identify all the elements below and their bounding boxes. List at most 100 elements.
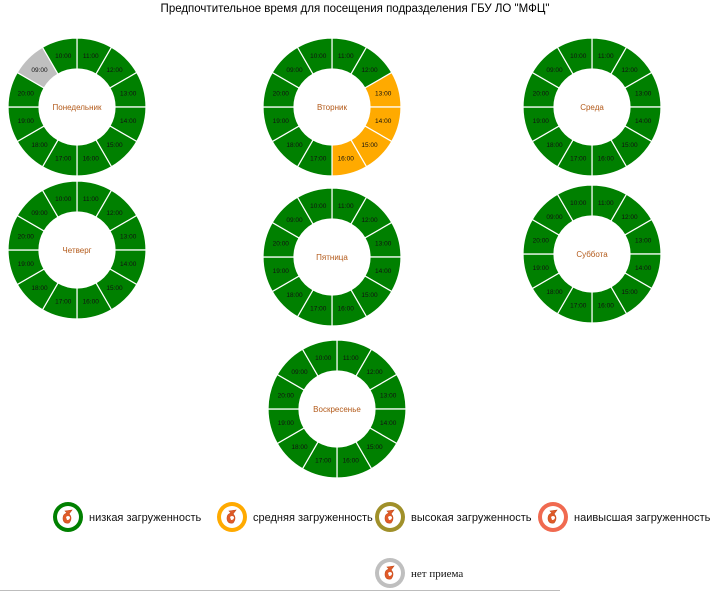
- hour-label: 16:00: [83, 298, 100, 305]
- logo-icon-detail: [551, 516, 555, 520]
- hour-label: 09:00: [31, 67, 48, 74]
- hour-label: 13:00: [120, 234, 137, 241]
- hour-label: 18:00: [31, 285, 48, 292]
- logo-icon-detail: [388, 572, 392, 576]
- hour-label: 19:00: [533, 118, 550, 125]
- hour-label: 09:00: [546, 214, 563, 221]
- hour-label: 14:00: [380, 420, 397, 427]
- hour-label: 11:00: [343, 355, 359, 362]
- hour-label: 20:00: [533, 238, 550, 245]
- hour-label: 12:00: [361, 67, 378, 74]
- day-name-label: Воскресенье: [313, 405, 361, 414]
- hour-segment-5-1000: [296, 187, 333, 225]
- day-donut-5: 11:00 12:00 13:00 14:00 15:00 16:00 17:00 18:00…: [262, 187, 402, 327]
- legend-item-highest: наивысшая загруженность: [538, 502, 710, 532]
- hour-label: 10:00: [310, 53, 327, 60]
- hour-label: 15:00: [361, 142, 378, 149]
- hour-label: 20:00: [278, 393, 295, 400]
- legend-item-medium: средняя загруженность: [217, 502, 373, 532]
- hour-label: 16:00: [343, 457, 360, 464]
- hour-label: 18:00: [286, 292, 303, 299]
- hour-label: 17:00: [570, 155, 587, 162]
- hour-label: 10:00: [570, 53, 587, 60]
- hour-label: 18:00: [546, 289, 563, 296]
- hour-label: 18:00: [546, 142, 563, 149]
- hour-label: 13:00: [375, 241, 392, 248]
- hour-label: 13:00: [380, 393, 397, 400]
- hour-label: 11:00: [83, 196, 99, 203]
- hour-label: 11:00: [598, 53, 614, 60]
- hour-label: 19:00: [273, 268, 290, 275]
- hour-label: 12:00: [621, 214, 638, 221]
- hour-label: 17:00: [310, 305, 327, 312]
- hour-label: 13:00: [120, 91, 137, 98]
- hour-segment-6-1000: [556, 184, 593, 222]
- hour-label: 13:00: [635, 238, 652, 245]
- hour-label: 17:00: [55, 155, 72, 162]
- day-donut-7: 11:00 12:00 13:00 14:00 15:00 16:00 17:00 18:00…: [267, 339, 407, 479]
- legend-item-high: высокая загруженность: [375, 502, 532, 532]
- day-name-label: Понедельник: [53, 103, 102, 112]
- hour-label: 09:00: [31, 210, 48, 217]
- hour-label: 16:00: [598, 155, 615, 162]
- hour-label: 16:00: [338, 305, 355, 312]
- day-donut-1: 11:00 12:00 13:00 14:00 15:00 16:00 17:00 18:00…: [7, 37, 147, 177]
- hour-label: 15:00: [621, 142, 638, 149]
- hour-label: 17:00: [315, 457, 332, 464]
- legend-item-low: низкая загруженность: [53, 502, 202, 532]
- hour-label: 14:00: [375, 268, 392, 275]
- hour-label: 09:00: [546, 67, 563, 74]
- hour-label: 15:00: [106, 285, 123, 292]
- hour-label: 09:00: [286, 217, 303, 224]
- hour-segment-1-1000: [41, 37, 78, 75]
- day-name-label: Пятница: [316, 253, 348, 262]
- hour-label: 19:00: [533, 265, 550, 272]
- chart-title: Предпочтительное время для посещения под…: [160, 3, 550, 15]
- hour-label: 12:00: [366, 369, 383, 376]
- hour-label: 18:00: [286, 142, 303, 149]
- hour-label: 16:00: [598, 302, 615, 309]
- hour-label: 10:00: [315, 355, 332, 362]
- legend-label: низкая загруженность: [89, 512, 202, 524]
- hour-label: 09:00: [286, 67, 303, 74]
- hour-label: 20:00: [273, 91, 290, 98]
- hour-label: 12:00: [361, 217, 378, 224]
- hour-label: 11:00: [338, 203, 354, 210]
- bottom-divider: [0, 590, 560, 591]
- hour-label: 11:00: [338, 53, 354, 60]
- hour-label: 19:00: [278, 420, 295, 427]
- hour-label: 10:00: [310, 203, 327, 210]
- hour-label: 19:00: [273, 118, 290, 125]
- hour-label: 20:00: [533, 91, 550, 98]
- hour-label: 14:00: [120, 118, 137, 125]
- hour-segment-7-1000: [301, 339, 338, 377]
- hour-label: 16:00: [338, 155, 355, 162]
- day-donut-3: 11:00 12:00 13:00 14:00 15:00 16:00 17:00 18:00…: [522, 37, 662, 177]
- hour-segment-2-1000: [296, 37, 333, 75]
- hour-label: 19:00: [18, 118, 35, 125]
- day-donut-6: 11:00 12:00 13:00 14:00 15:00 16:00 17:00 18:00…: [522, 184, 662, 324]
- hour-label: 11:00: [83, 53, 99, 60]
- hour-label: 20:00: [18, 91, 35, 98]
- hour-segment-4-1000: [41, 180, 78, 218]
- day-name-label: Вторник: [317, 103, 347, 112]
- hour-label: 10:00: [55, 53, 72, 60]
- hour-label: 17:00: [55, 298, 72, 305]
- hour-label: 14:00: [635, 265, 652, 272]
- legend: низкая загруженность средняя загруженност…: [53, 502, 710, 588]
- hour-label: 15:00: [106, 142, 123, 149]
- hour-label: 14:00: [120, 261, 137, 268]
- hour-label: 13:00: [635, 91, 652, 98]
- day-name-label: Четверг: [62, 246, 91, 255]
- hour-label: 17:00: [310, 155, 327, 162]
- legend-label: наивысшая загруженность: [574, 512, 710, 524]
- logo-icon-detail: [66, 516, 70, 520]
- hour-label: 15:00: [621, 289, 638, 296]
- hour-label: 15:00: [366, 444, 383, 451]
- logo-icon-detail: [388, 516, 392, 520]
- logo-icon-detail: [230, 516, 234, 520]
- hour-label: 12:00: [106, 67, 123, 74]
- legend-label: высокая загруженность: [411, 512, 532, 524]
- hour-label: 10:00: [570, 200, 587, 207]
- hour-label: 13:00: [375, 91, 392, 98]
